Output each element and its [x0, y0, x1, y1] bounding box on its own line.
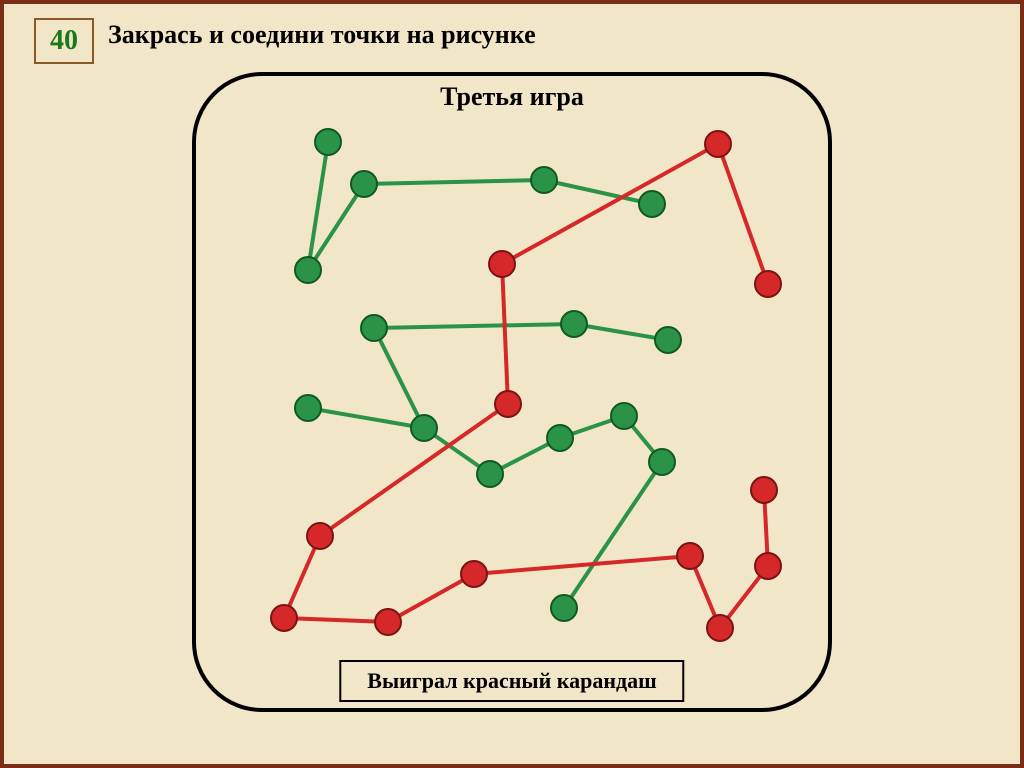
node [561, 311, 587, 337]
instruction-text: Закрась и соедини точки на рисунке [108, 20, 536, 50]
edge [564, 462, 662, 608]
node [477, 461, 503, 487]
edge [374, 328, 424, 428]
node [375, 609, 401, 635]
node [489, 251, 515, 277]
node [751, 477, 777, 503]
node [531, 167, 557, 193]
exercise-number: 40 [50, 25, 78, 57]
edge [308, 142, 328, 270]
node [547, 425, 573, 451]
edge [574, 324, 668, 340]
node [351, 171, 377, 197]
node [611, 403, 637, 429]
node [411, 415, 437, 441]
node [361, 315, 387, 341]
node [649, 449, 675, 475]
node [495, 391, 521, 417]
node [655, 327, 681, 353]
edge [374, 324, 574, 328]
node [461, 561, 487, 587]
game-network [192, 72, 832, 712]
node [677, 543, 703, 569]
edge [544, 180, 652, 204]
edge [388, 574, 474, 622]
edge [308, 408, 424, 428]
edge [284, 618, 388, 622]
caption-box: Выиграл красный карандаш [339, 660, 684, 702]
edge [502, 264, 508, 404]
exercise-number-box: 40 [34, 18, 94, 64]
node [707, 615, 733, 641]
caption-text: Выиграл красный карандаш [367, 668, 656, 693]
node [551, 595, 577, 621]
green-edges [308, 142, 668, 608]
node [295, 395, 321, 421]
edge [718, 144, 768, 284]
edge [502, 144, 718, 264]
node [705, 131, 731, 157]
node [271, 605, 297, 631]
node [755, 271, 781, 297]
node [639, 191, 665, 217]
node [307, 523, 333, 549]
node [315, 129, 341, 155]
node [295, 257, 321, 283]
game-panel: Третья игра Выиграл красный карандаш [192, 72, 832, 712]
edge [474, 556, 690, 574]
edge [364, 180, 544, 184]
node [755, 553, 781, 579]
